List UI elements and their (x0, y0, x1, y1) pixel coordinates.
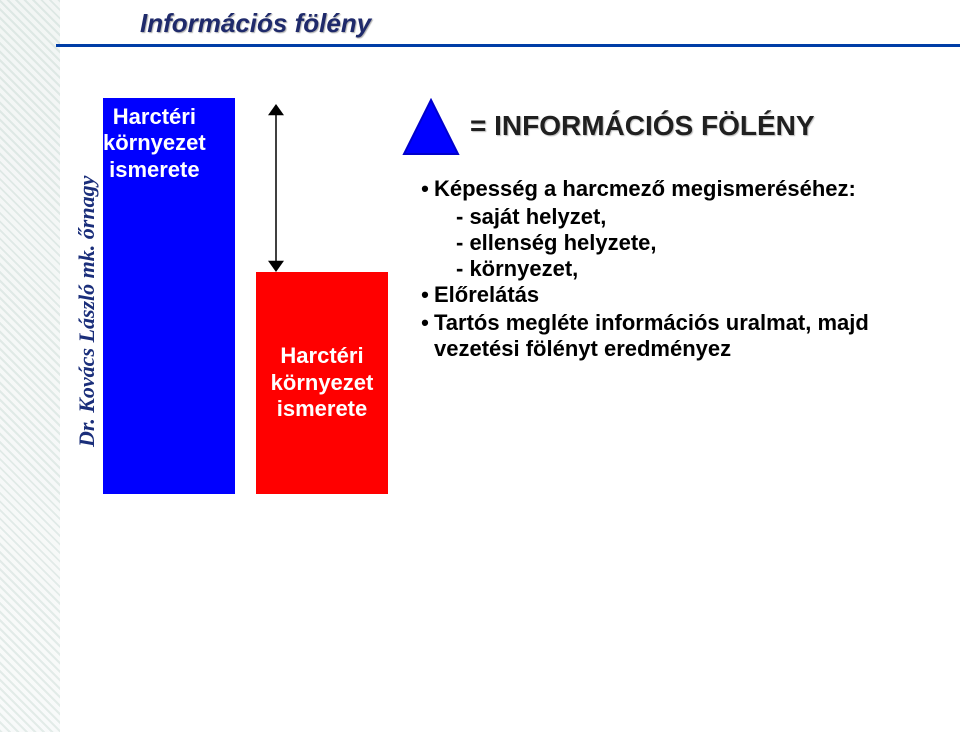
bullet-subitem: - ellenség helyzete, (456, 230, 950, 256)
bar-own-knowledge: Harctéri környezet ismerete (103, 98, 235, 494)
bullet-text: Képesség a harcmező megismeréséhez: (434, 176, 856, 202)
bullet-item: •Tartós megléte információs uralmat, maj… (416, 310, 950, 362)
bar-blue-label-line3: ismerete (103, 157, 206, 183)
gap-double-arrow-icon (266, 102, 306, 274)
bullet-item: •Előrelátás (416, 282, 950, 308)
bar-blue-label-line2: környezet (103, 130, 206, 156)
bar-enemy-knowledge: Harctéri környezet ismerete (256, 272, 388, 494)
bullet-dot-icon: • (416, 282, 434, 308)
background-strip (0, 0, 60, 732)
title-underline (56, 44, 960, 47)
bullet-subitem: - környezet, (456, 256, 950, 282)
page-title: Információs fölény (140, 8, 371, 39)
equation-heading: = INFORMÁCIÓS FÖLÉNY (470, 110, 815, 142)
bar-red-label-line2: környezet (271, 370, 374, 396)
author-vertical: Dr. Kovács László mk. őrnagy (74, 176, 100, 447)
bullet-text: Előrelátás (434, 282, 539, 308)
bar-red-label-line3: ismerete (271, 396, 374, 422)
triangle-icon (402, 98, 460, 156)
bullet-subitem: - saját helyzet, (456, 204, 950, 230)
bullet-dot-icon: • (416, 310, 434, 336)
bar-red-label-line1: Harctéri (271, 343, 374, 369)
bullet-list: •Képesség a harcmező megismeréséhez:- sa… (416, 176, 950, 364)
bar-blue-label-line1: Harctéri (103, 104, 206, 130)
slide: Információs fölény Dr. Kovács László mk.… (0, 0, 960, 732)
bullet-item: •Képesség a harcmező megismeréséhez: (416, 176, 950, 202)
bullet-text: Tartós megléte információs uralmat, majd… (434, 310, 950, 362)
bullet-dot-icon: • (416, 176, 434, 202)
